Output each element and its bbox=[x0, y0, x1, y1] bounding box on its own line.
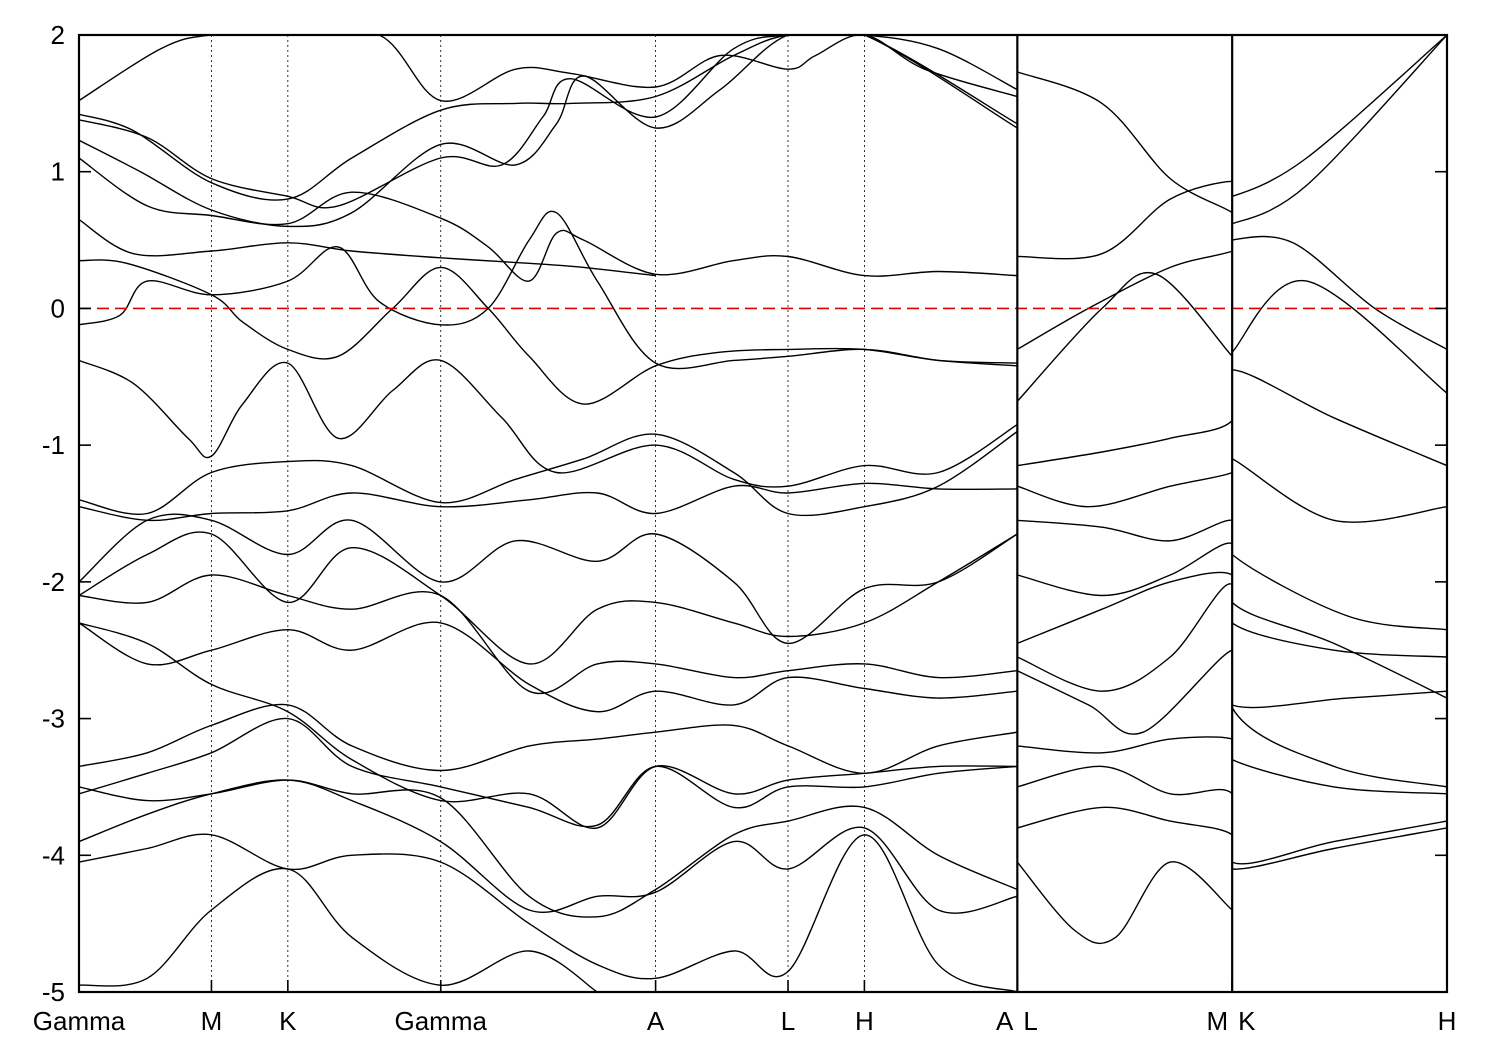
band-line bbox=[79, 703, 1018, 775]
band-line bbox=[1017, 736, 1447, 795]
band-line bbox=[79, 622, 1018, 829]
band-line bbox=[79, 430, 1018, 517]
band-line bbox=[79, 482, 1018, 522]
band-line bbox=[1017, 571, 1447, 658]
k-point-grid bbox=[211, 35, 865, 992]
x-tick-label: L bbox=[781, 1006, 795, 1036]
y-axis: 2 1 0 -1 -2 -3 -4 -5 bbox=[42, 20, 1447, 1007]
band-line bbox=[1017, 806, 1447, 870]
band-line bbox=[79, 359, 1018, 488]
band-line bbox=[1017, 519, 1447, 631]
band-line bbox=[79, 779, 1018, 914]
band-line bbox=[79, 531, 1018, 665]
band-line bbox=[79, 35, 1018, 201]
x-tick-label: K bbox=[1238, 1006, 1256, 1036]
y-tick-label: 0 bbox=[51, 293, 65, 323]
plot-frame bbox=[77, 33, 1449, 994]
y-tick-label: 1 bbox=[51, 157, 65, 187]
band-line bbox=[79, 779, 1018, 918]
x-tick-label: H bbox=[1438, 1006, 1457, 1036]
band-line bbox=[79, 219, 656, 277]
y-tick-label: -3 bbox=[42, 704, 65, 734]
x-tick-label: Gamma bbox=[395, 1006, 488, 1036]
segment-breaks bbox=[1016, 35, 1234, 992]
band-line bbox=[79, 867, 598, 992]
x-tick-label: K bbox=[279, 1006, 297, 1036]
band-line bbox=[1017, 458, 1447, 523]
x-tick-label: A bbox=[996, 1006, 1014, 1036]
band-line bbox=[1016, 235, 1447, 351]
band-line bbox=[1017, 369, 1447, 467]
y-tick-label: 2 bbox=[51, 20, 65, 50]
band-line bbox=[79, 259, 1018, 405]
band-line bbox=[79, 35, 1018, 228]
x-tick-label: H bbox=[855, 1006, 874, 1036]
band-line bbox=[79, 833, 1018, 992]
band-line bbox=[79, 35, 1018, 209]
band-line bbox=[1017, 35, 1447, 225]
x-tick-label: M bbox=[1206, 1006, 1228, 1036]
band-lines bbox=[79, 35, 1447, 992]
band-line bbox=[79, 621, 1018, 713]
x-axis: Gamma M K Gamma A L H A L M K H bbox=[33, 980, 1457, 1036]
y-tick-label: -1 bbox=[42, 430, 65, 460]
x-tick-label: A bbox=[647, 1006, 665, 1036]
band-line bbox=[79, 157, 1018, 282]
band-line bbox=[79, 574, 1018, 695]
band-line bbox=[79, 210, 1018, 370]
x-tick-label: Gamma bbox=[33, 1006, 126, 1036]
band-line bbox=[1017, 583, 1447, 788]
x-tick-label: L bbox=[1023, 1006, 1037, 1036]
band-line bbox=[79, 717, 1018, 828]
band-line bbox=[1016, 649, 1447, 735]
band-line bbox=[79, 35, 1018, 102]
y-tick-label: -5 bbox=[42, 977, 65, 1007]
x-tick-label: M bbox=[201, 1006, 223, 1036]
y-tick-label: -4 bbox=[42, 840, 65, 870]
band-line bbox=[1016, 271, 1447, 402]
band-line bbox=[1017, 765, 1447, 865]
band-line bbox=[1017, 35, 1447, 260]
band-line bbox=[79, 513, 1018, 645]
band-line bbox=[1017, 542, 1447, 699]
y-tick-label: -2 bbox=[42, 567, 65, 597]
band-line bbox=[1016, 861, 1233, 945]
